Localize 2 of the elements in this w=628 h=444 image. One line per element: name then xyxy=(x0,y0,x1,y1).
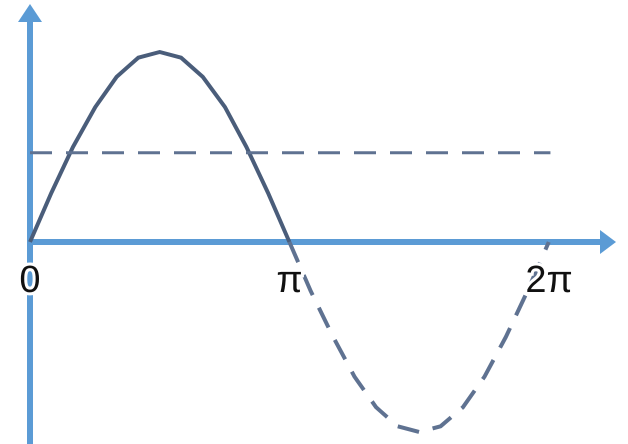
x-tick-label: π xyxy=(276,259,303,301)
x-tick-label: 2π xyxy=(525,259,573,301)
